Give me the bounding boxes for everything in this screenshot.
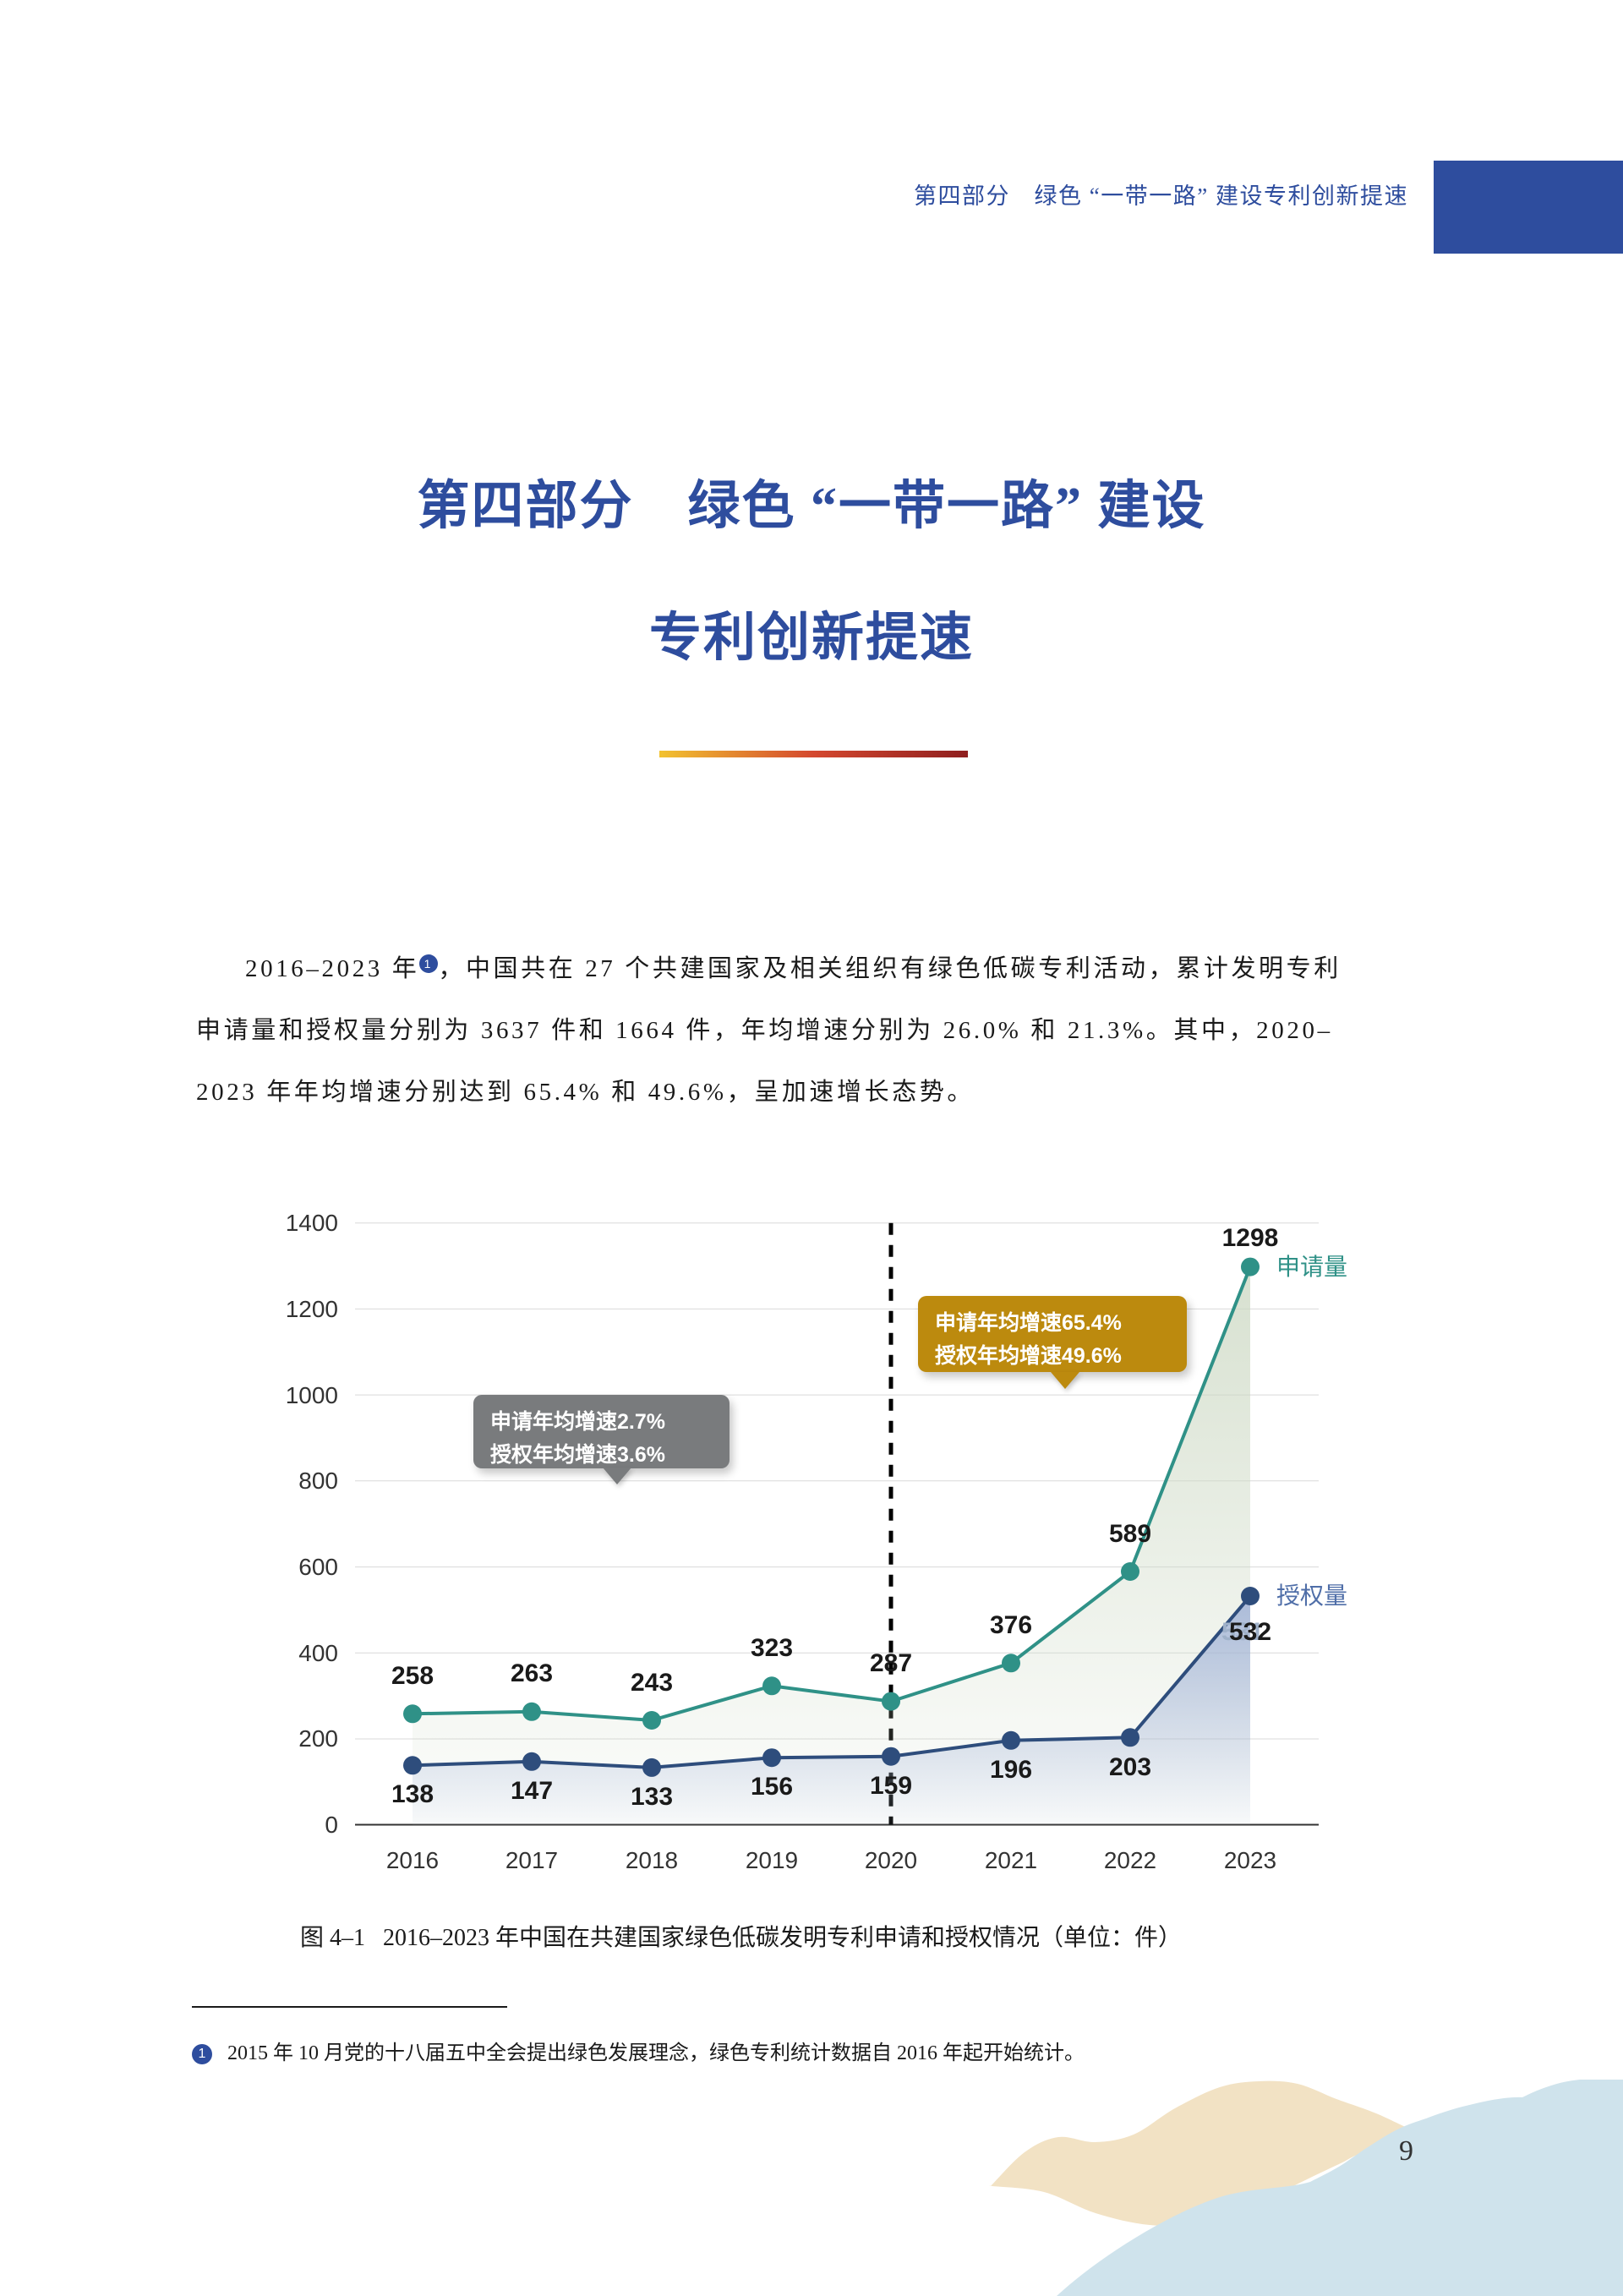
svg-text:800: 800 (298, 1468, 338, 1494)
svg-text:203: 203 (1109, 1753, 1151, 1781)
svg-text:532: 532 (1229, 1618, 1271, 1646)
svg-text:200: 200 (298, 1725, 338, 1752)
svg-text:9: 9 (1399, 2135, 1413, 2167)
svg-text:196: 196 (990, 1756, 1032, 1784)
svg-text:2022: 2022 (1104, 1847, 1156, 1873)
svg-text:287: 287 (870, 1649, 912, 1677)
svg-text:159: 159 (870, 1772, 912, 1800)
svg-text:申请量: 申请量 (1276, 1254, 1347, 1280)
svg-text:147: 147 (511, 1777, 553, 1805)
svg-text:2019: 2019 (746, 1847, 798, 1873)
svg-text:600: 600 (298, 1554, 338, 1580)
svg-text:1298: 1298 (1222, 1224, 1279, 1252)
svg-text:2016: 2016 (386, 1847, 439, 1873)
svg-text:133: 133 (631, 1783, 673, 1811)
svg-text:156: 156 (751, 1773, 793, 1801)
svg-text:323: 323 (751, 1634, 793, 1662)
svg-text:400: 400 (298, 1640, 338, 1666)
svg-text:243: 243 (631, 1669, 673, 1697)
svg-text:0: 0 (325, 1812, 338, 1838)
svg-text:2020: 2020 (865, 1847, 917, 1873)
svg-text:138: 138 (391, 1780, 434, 1808)
svg-text:376: 376 (990, 1611, 1032, 1639)
svg-text:授权量: 授权量 (1276, 1583, 1347, 1609)
svg-text:2018: 2018 (626, 1847, 678, 1873)
svg-text:1200: 1200 (286, 1296, 338, 1322)
svg-text:263: 263 (511, 1659, 553, 1687)
svg-text:589: 589 (1109, 1520, 1151, 1548)
svg-text:1000: 1000 (286, 1382, 338, 1408)
svg-text:1400: 1400 (286, 1210, 338, 1236)
svg-text:2021: 2021 (985, 1847, 1037, 1873)
svg-text:2023: 2023 (1224, 1847, 1276, 1873)
svg-text:258: 258 (391, 1662, 434, 1690)
svg-text:2017: 2017 (505, 1847, 558, 1873)
